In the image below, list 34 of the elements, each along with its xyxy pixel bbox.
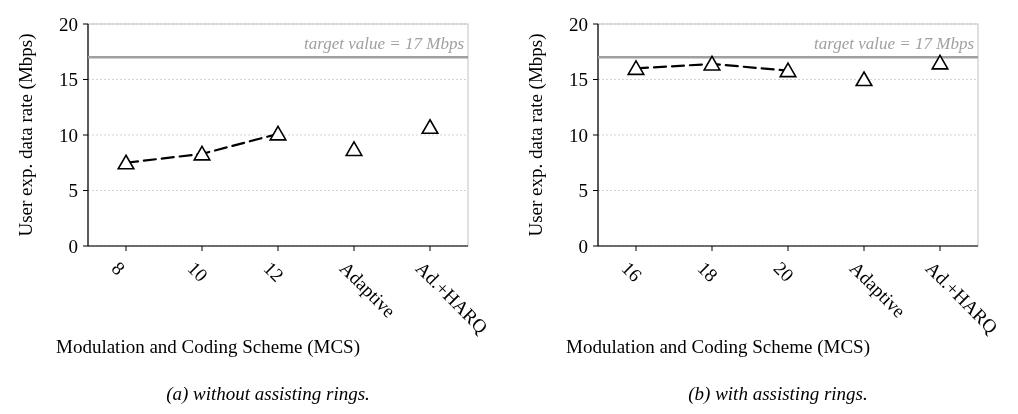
y-tick-label: 20	[569, 13, 588, 35]
ref-line-label: target value = 17 Mbps	[303, 34, 465, 54]
y-tick-label: 15	[59, 69, 78, 91]
point	[855, 71, 873, 87]
y-tick-label: 10	[59, 124, 78, 146]
point	[931, 54, 949, 70]
point	[345, 141, 363, 157]
y-axis-title: User exp. data rate (Mbps)	[15, 33, 37, 237]
x-tick-label: 20	[769, 257, 799, 286]
y-tick-label: 15	[569, 69, 588, 91]
y-tick-label: 0	[68, 235, 78, 257]
x-tick-label: 12	[259, 257, 289, 286]
point	[193, 145, 211, 161]
ref-line-label: target value = 17 Mbps	[813, 34, 975, 54]
point	[779, 62, 797, 78]
y-axis-title: User exp. data rate (Mbps)	[525, 33, 547, 237]
y-tick-label: 20	[59, 13, 78, 35]
point	[627, 60, 645, 76]
y-tick-label: 10	[569, 124, 588, 146]
x-tick-label: 8	[107, 257, 130, 279]
point	[421, 118, 439, 135]
point	[703, 55, 721, 71]
text: (b) with assisting rings.	[688, 383, 868, 405]
y-tick-label: 5	[68, 180, 78, 202]
x-tick-label: 16	[617, 257, 647, 286]
point	[117, 154, 135, 170]
x-axis-title: Modulation and Coding Scheme (MCS)	[56, 336, 360, 358]
y-tick-label: 0	[578, 235, 588, 257]
x-tick-label: 10	[183, 257, 213, 286]
x-tick-label: 18	[693, 257, 723, 286]
x-axis-title: Modulation and Coding Scheme (MCS)	[566, 336, 870, 358]
point	[269, 125, 287, 141]
text: (a) without assisting rings.	[166, 383, 370, 405]
y-tick-label: 5	[578, 180, 588, 202]
